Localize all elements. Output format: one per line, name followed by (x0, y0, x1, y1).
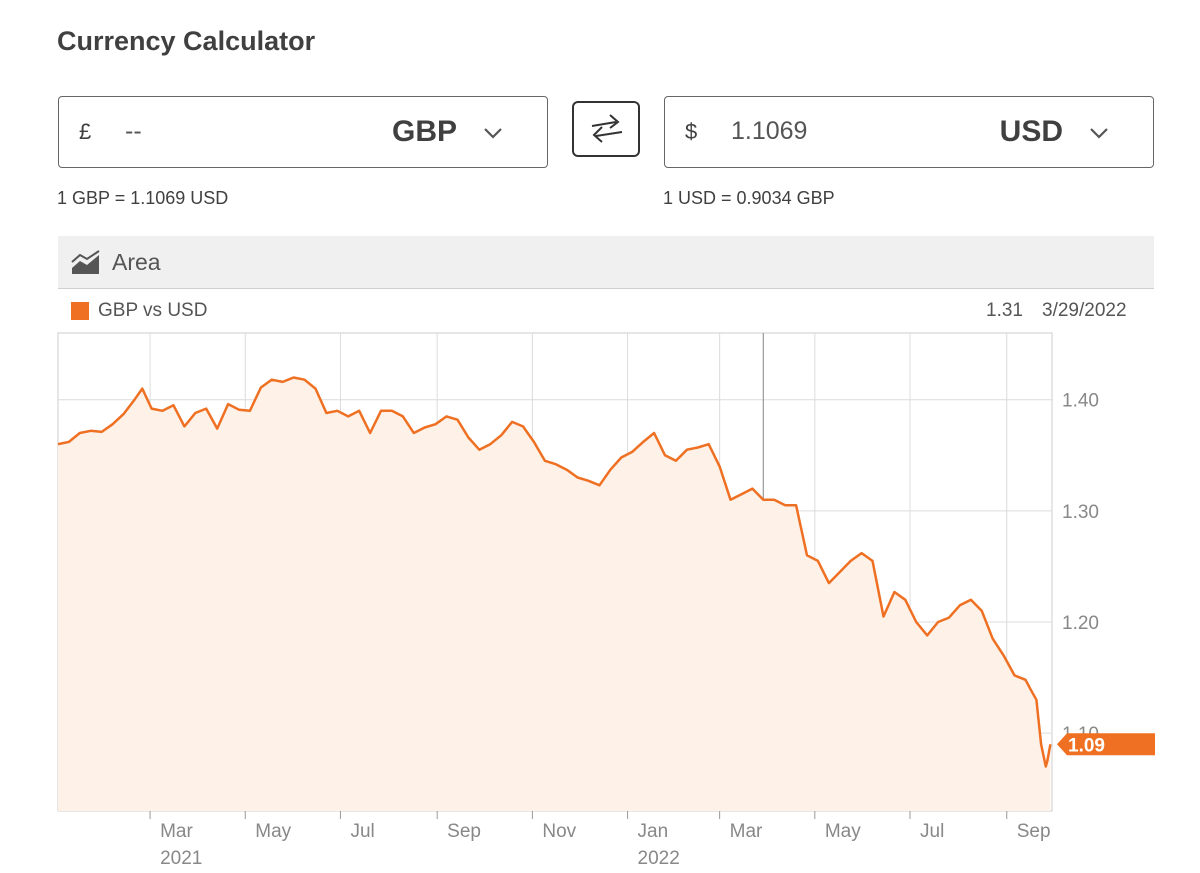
from-currency-symbol: £ (79, 119, 92, 144)
x-tick-year-label: 2022 (638, 848, 680, 869)
to-currency-select[interactable]: USD (999, 115, 1063, 148)
legend-swatch (71, 302, 89, 320)
to-rate-text: 1 USD = 0.9034 GBP (663, 188, 835, 208)
from-rate-text: 1 GBP = 1.1069 USD (57, 188, 229, 208)
page-title: Currency Calculator (57, 26, 316, 56)
x-tick-label: May (255, 821, 291, 842)
from-currency-select[interactable]: GBP (391, 115, 457, 148)
to-amount-field[interactable]: $ 1.1069 USD (664, 96, 1154, 168)
x-tick-label: Sep (447, 821, 481, 842)
from-amount-input[interactable]: -- (125, 117, 142, 145)
x-tick-label: Sep (1017, 821, 1051, 842)
chart-type-label[interactable]: Area (112, 249, 161, 275)
area-chart-icon[interactable] (70, 250, 102, 276)
x-tick-label: Mar (160, 821, 193, 842)
swap-arrows-icon (591, 114, 623, 143)
series-line (57, 376, 1052, 768)
x-tick-label: Nov (542, 821, 576, 842)
to-currency-symbol: $ (685, 119, 698, 144)
x-tick-label: May (825, 821, 861, 842)
x-tick-label: Jul (350, 821, 374, 842)
last-value-label: 1.09 (1068, 735, 1105, 756)
y-tick-label: 1.40 (1062, 391, 1099, 412)
x-tick-label: Jul (920, 821, 944, 842)
x-tick-year-label: 2021 (160, 848, 202, 869)
swap-button[interactable] (572, 101, 640, 157)
last-value-flag (1057, 733, 1155, 756)
series-area (58, 377, 1051, 811)
chevron-down-icon[interactable] (479, 119, 507, 147)
x-tick-label: Mar (730, 821, 763, 842)
hover-value: 1.31 (986, 300, 1023, 321)
from-amount-field[interactable]: £ -- GBP (58, 96, 548, 168)
x-tick-label: Jan (638, 821, 669, 842)
y-tick-label: 1.30 (1062, 502, 1099, 523)
to-amount-input[interactable]: 1.1069 (731, 117, 808, 145)
legend-label: GBP vs USD (98, 300, 208, 321)
hover-date: 3/29/2022 (1042, 300, 1127, 321)
chevron-down-icon[interactable] (1085, 119, 1113, 147)
chart-toolbar: Area (58, 236, 1154, 289)
y-tick-label: 1.20 (1062, 613, 1099, 634)
